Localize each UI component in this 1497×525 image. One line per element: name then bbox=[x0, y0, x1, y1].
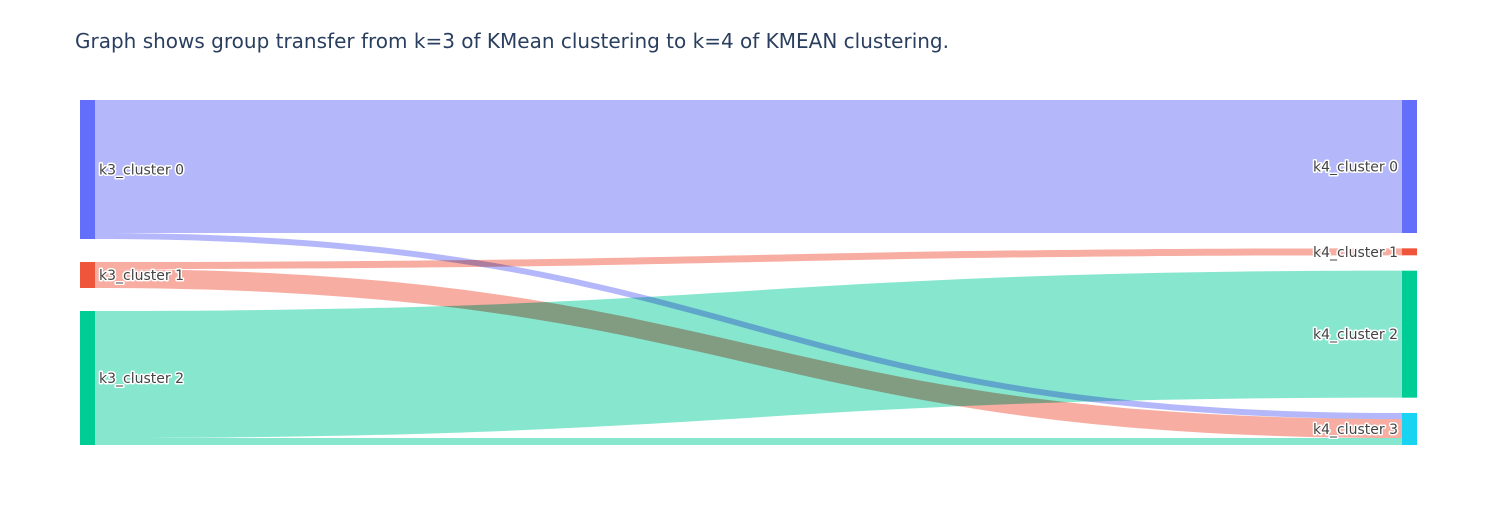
node-k4_3 bbox=[1402, 413, 1417, 445]
node-k4_1 bbox=[1402, 248, 1417, 256]
link-k3_2-to-k4_3 bbox=[95, 438, 1402, 445]
node-label-k3_1: k3_cluster 1 bbox=[99, 268, 184, 284]
node-k3_2 bbox=[80, 311, 95, 445]
labels-layer: k3_cluster 0 k3_cluster 1 k3_cluster 2 k4_c… bbox=[98, 158, 1400, 440]
node-label-k4_3: k4_cluster 3 bbox=[1313, 422, 1398, 438]
links-layer bbox=[95, 100, 1402, 445]
node-k3_0 bbox=[80, 100, 95, 239]
node-k3_1 bbox=[80, 262, 95, 288]
node-label-k4_1: k4_cluster 1 bbox=[1313, 245, 1398, 261]
node-label-k4_0: k4_cluster 0 bbox=[1313, 160, 1398, 176]
node-k4_0 bbox=[1402, 100, 1417, 233]
link-k3_0-to-k4_0 bbox=[95, 100, 1402, 233]
node-label-k3_0: k3_cluster 0 bbox=[99, 163, 184, 179]
node-label-k4_2: k4_cluster 2 bbox=[1313, 327, 1398, 343]
chart-title: Graph shows group transfer from k=3 of K… bbox=[75, 29, 949, 53]
node-label-k3_2: k3_cluster 2 bbox=[99, 371, 184, 387]
link-k3_1-to-k4_1 bbox=[95, 248, 1402, 269]
node-k4_2 bbox=[1402, 270, 1417, 398]
link-k3_2-to-k4_2 bbox=[95, 270, 1402, 438]
nodes-layer bbox=[80, 100, 1417, 445]
